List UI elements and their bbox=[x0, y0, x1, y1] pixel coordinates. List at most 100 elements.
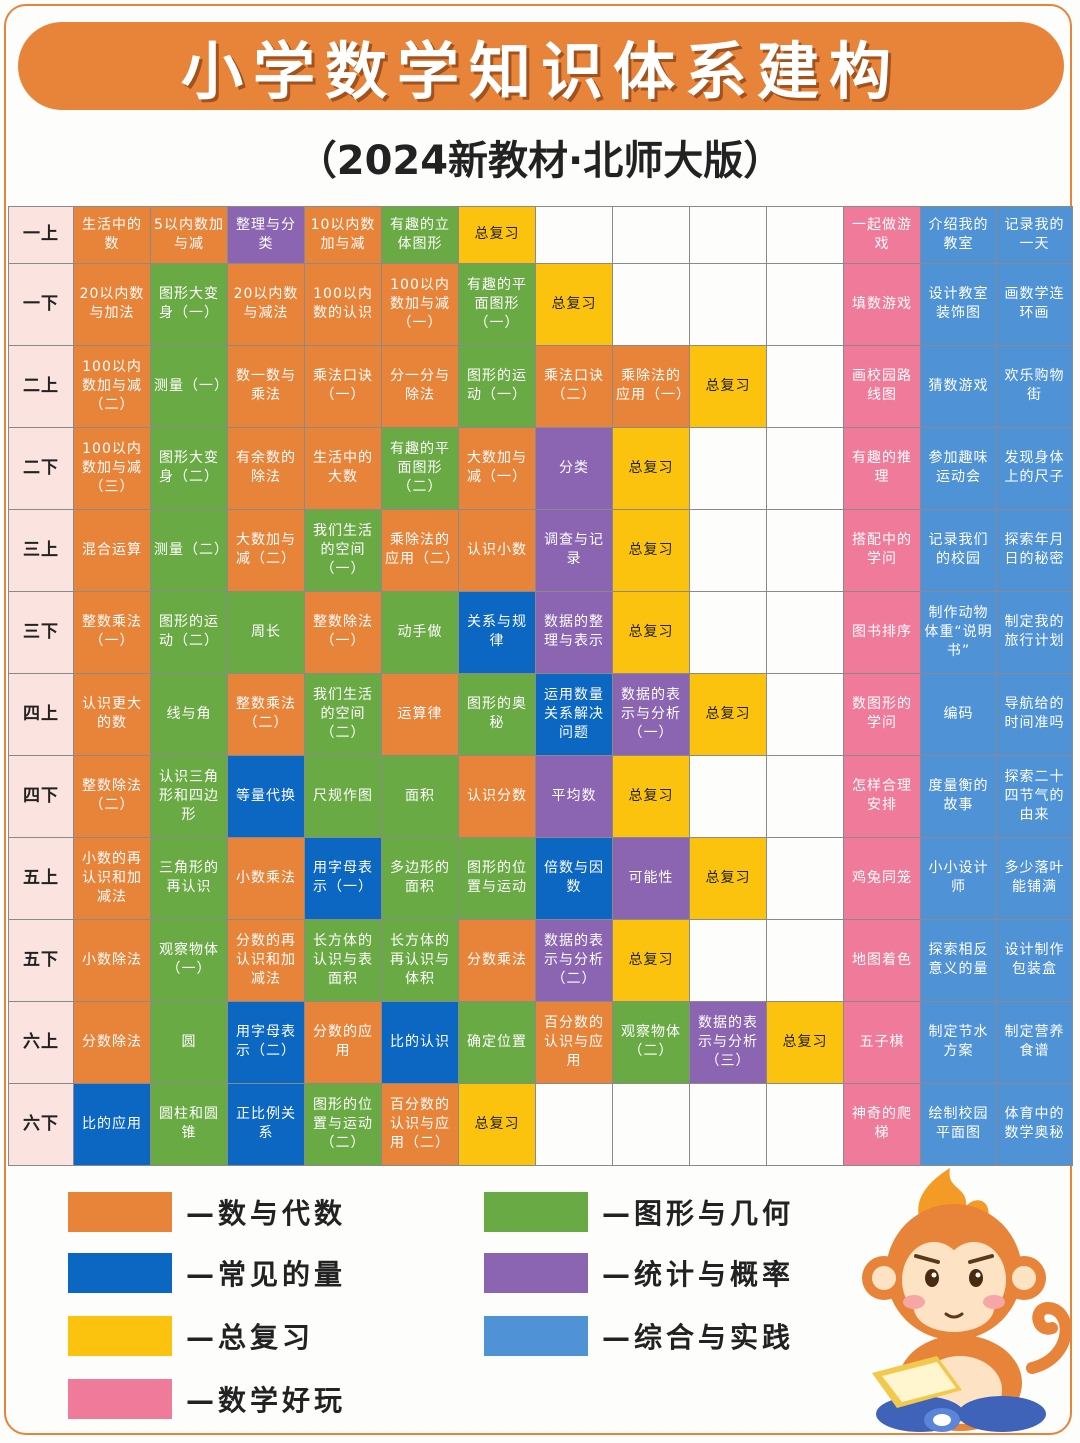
unit-cell: 总复习 bbox=[689, 672, 767, 756]
unit-cell: 100以内数的认识 bbox=[304, 262, 382, 346]
unit-cell: 参加趣味运动会 bbox=[920, 426, 997, 510]
unit-cell: 绘制校园平面图 bbox=[920, 1082, 997, 1167]
unit-cell: 分数乘法 bbox=[458, 918, 536, 1002]
unit-cell: 生活中的数 bbox=[73, 206, 151, 264]
unit-cell: 100以内数加与减（一） bbox=[381, 262, 459, 346]
unit-cell: 面积 bbox=[381, 754, 459, 838]
grade-label: 六下 bbox=[8, 1082, 74, 1167]
unit-cell: 混合运算 bbox=[73, 508, 151, 592]
unit-cell: 小数乘法 bbox=[227, 836, 305, 920]
unit-cell: 正比例关系 bbox=[227, 1082, 305, 1167]
grade-label: 四上 bbox=[8, 672, 74, 756]
unit-cell: 线与角 bbox=[150, 672, 228, 756]
unit-cell: 数一数与乘法 bbox=[227, 344, 305, 428]
unit-cell: 总复习 bbox=[612, 426, 690, 510]
unit-cell: 整理与分类 bbox=[227, 206, 305, 264]
unit-cell: 分数的再认识和加减法 bbox=[227, 918, 305, 1002]
unit-cell: 周长 bbox=[227, 590, 305, 674]
unit-cell: 小数的再认识和加减法 bbox=[73, 836, 151, 920]
unit-cell: 整数除法（一） bbox=[304, 590, 382, 674]
unit-cell: 小数除法 bbox=[73, 918, 151, 1002]
unit-cell: 用字母表示（二） bbox=[227, 1000, 305, 1084]
empty-cell bbox=[689, 426, 767, 510]
unit-cell: 乘除法的应用（一） bbox=[612, 344, 690, 428]
unit-cell: 可能性 bbox=[612, 836, 690, 920]
unit-cell: 画数学连环画 bbox=[996, 262, 1073, 346]
legend-item-practice: —综合与实践 bbox=[484, 1316, 794, 1356]
unit-cell: 关系与规律 bbox=[458, 590, 536, 674]
page-subtitle: （2024新教材·北师大版） bbox=[296, 138, 784, 184]
empty-cell bbox=[766, 262, 844, 346]
legend-swatch bbox=[68, 1316, 172, 1356]
legend-label: —统计与概率 bbox=[602, 1258, 795, 1291]
unit-cell: 测量（一） bbox=[150, 344, 228, 428]
unit-cell: 等量代换 bbox=[227, 754, 305, 838]
empty-cell bbox=[766, 754, 844, 838]
empty-cell bbox=[766, 344, 844, 428]
unit-cell: 制定节水方案 bbox=[920, 1000, 997, 1084]
unit-cell: 总复习 bbox=[612, 590, 690, 674]
unit-cell: 长方体的认识与表面积 bbox=[304, 918, 382, 1002]
unit-cell: 总复习 bbox=[689, 344, 767, 428]
unit-cell: 图形大变身（一） bbox=[150, 262, 228, 346]
legend-swatch bbox=[68, 1253, 172, 1293]
unit-cell: 总复习 bbox=[766, 1000, 844, 1084]
unit-cell: 测量（二） bbox=[150, 508, 228, 592]
grade-row: 一下 20以内数与加法 图形大变身（一） 20以内数与减法 100以内数的认识 100以内… bbox=[8, 262, 1073, 346]
unit-cell: 小小设计师 bbox=[920, 836, 997, 920]
legend-item-number-algebra: —数与代数 bbox=[68, 1192, 346, 1232]
empty-cell bbox=[689, 754, 767, 838]
empty-cell bbox=[689, 508, 767, 592]
grade-label: 五下 bbox=[8, 918, 74, 1002]
unit-cell: 平均数 bbox=[535, 754, 613, 838]
legend-swatch bbox=[484, 1192, 588, 1232]
unit-cell: 20以内数与加法 bbox=[73, 262, 151, 346]
unit-cell: 数据的表示与分析（三） bbox=[689, 1000, 767, 1084]
legend-label: —综合与实践 bbox=[602, 1321, 795, 1354]
unit-cell: 生活中的大数 bbox=[304, 426, 382, 510]
unit-cell: 整数乘法（二） bbox=[227, 672, 305, 756]
empty-cell bbox=[766, 590, 844, 674]
unit-cell: 画校园路线图 bbox=[843, 344, 921, 428]
grade-label: 六上 bbox=[8, 1000, 74, 1084]
unit-cell: 我们生活的空间（二） bbox=[304, 672, 382, 756]
unit-cell: 圆 bbox=[150, 1000, 228, 1084]
unit-cell: 制定营养食谱 bbox=[996, 1000, 1073, 1084]
unit-cell: 猜数游戏 bbox=[920, 344, 997, 428]
legend-item-review: —总复习 bbox=[68, 1316, 314, 1356]
unit-cell: 记录我的一天 bbox=[996, 206, 1073, 264]
unit-cell: 探索二十四节气的由来 bbox=[996, 754, 1073, 838]
unit-cell: 分一分与除法 bbox=[381, 344, 459, 428]
unit-cell: 三角形的再认识 bbox=[150, 836, 228, 920]
unit-cell: 我们生活的空间（一） bbox=[304, 508, 382, 592]
unit-cell: 有趣的平面图形（二） bbox=[381, 426, 459, 510]
unit-cell: 总复习 bbox=[612, 918, 690, 1002]
unit-cell: 图形大变身（二） bbox=[150, 426, 228, 510]
grade-row: 二下 100以内数加与减（三） 图形大变身（二） 有余数的除法 生活中的大数 有趣的平面图… bbox=[8, 426, 1073, 510]
unit-cell: 图形的运动（一） bbox=[458, 344, 536, 428]
unit-cell: 总复习 bbox=[535, 262, 613, 346]
unit-cell: 大数加与减（二） bbox=[227, 508, 305, 592]
unit-cell: 导航给的时间准吗 bbox=[996, 672, 1073, 756]
empty-cell bbox=[535, 206, 613, 264]
grade-label: 四下 bbox=[8, 754, 74, 838]
unit-cell: 图形的位置与运动（二） bbox=[304, 1082, 382, 1167]
grade-row: 三下 整数乘法（一） 图形的运动（二） 周长 整数除法（一） 动手做 关系与规律 数据的整理与… bbox=[8, 590, 1073, 674]
unit-cell: 制作动物体重“说明书” bbox=[920, 590, 997, 674]
grade-label: 二上 bbox=[8, 344, 74, 428]
empty-cell bbox=[612, 206, 690, 264]
unit-cell: 比的应用 bbox=[73, 1082, 151, 1167]
grade-label: 一上 bbox=[8, 206, 74, 264]
unit-cell: 设计制作包装盒 bbox=[996, 918, 1073, 1002]
unit-cell: 总复习 bbox=[612, 754, 690, 838]
unit-cell: 比的认识 bbox=[381, 1000, 459, 1084]
grade-row: 六下 比的应用 圆柱和圆锥 正比例关系 图形的位置与运动（二） 百分数的认识与应用（二）总… bbox=[8, 1082, 1073, 1167]
unit-cell: 总复习 bbox=[689, 836, 767, 920]
legend-swatch bbox=[484, 1316, 588, 1356]
empty-cell bbox=[766, 672, 844, 756]
grade-row: 五下 小数除法 观察物体（一） 分数的再认识和加减法 长方体的认识与表面积 长方体的再认识… bbox=[8, 918, 1073, 1002]
unit-cell: 分类 bbox=[535, 426, 613, 510]
unit-cell: 图书排序 bbox=[843, 590, 921, 674]
unit-cell: 圆柱和圆锥 bbox=[150, 1082, 228, 1167]
unit-cell: 地图着色 bbox=[843, 918, 921, 1002]
